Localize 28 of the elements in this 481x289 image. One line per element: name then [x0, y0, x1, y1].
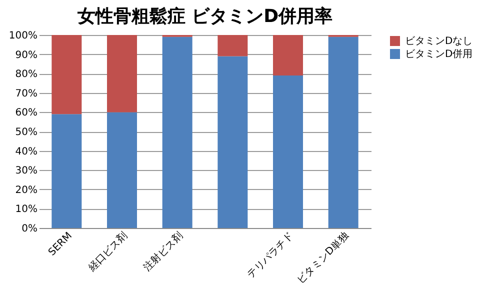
- y-tick-label: 10%: [15, 204, 38, 216]
- bar: [273, 76, 303, 228]
- bar: [107, 112, 137, 228]
- bar: [162, 36, 192, 228]
- y-tick-label: 80%: [15, 69, 38, 80]
- x-tick-label: テリパラチド: [246, 230, 296, 281]
- bar: [52, 114, 82, 228]
- bar: [273, 35, 303, 76]
- x-tick-label: 注射ビス剤: [141, 230, 186, 274]
- y-tick-label: 90%: [15, 50, 38, 61]
- bar: [328, 36, 358, 228]
- legend-label: ビタミンDなし: [405, 36, 473, 47]
- bar: [107, 35, 137, 112]
- y-tick-label: 0%: [22, 224, 38, 234]
- y-tick-label: 100%: [8, 30, 38, 42]
- x-tick-label: ビタミンD単独: [294, 230, 352, 286]
- bar: [218, 56, 248, 228]
- y-tick-label: 60%: [15, 108, 38, 119]
- y-tick-label: 50%: [15, 127, 38, 138]
- bar: [218, 35, 248, 56]
- y-tick-label: 20%: [15, 184, 38, 196]
- y-tick-label: 30%: [15, 166, 38, 177]
- y-tick-label: 40%: [15, 146, 38, 158]
- chart-title: 女性骨粗鬆症 ビタミンD併用率: [76, 6, 333, 27]
- y-tick-label: 70%: [15, 88, 38, 100]
- x-tick-label: 経口ビス剤: [85, 230, 130, 274]
- legend-label: ビタミンD併用: [405, 49, 473, 60]
- bar: [52, 35, 82, 114]
